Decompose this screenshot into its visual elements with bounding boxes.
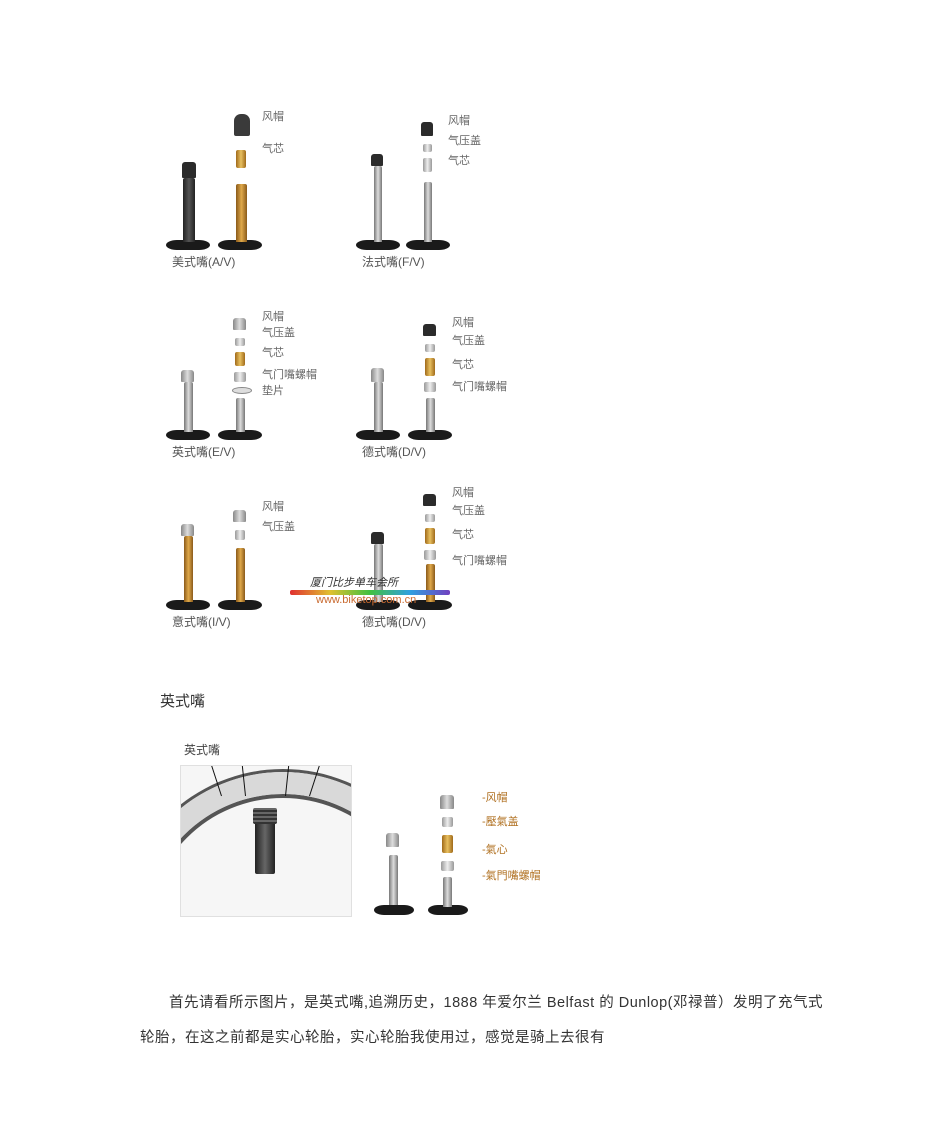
valve-stem-icon (443, 877, 452, 907)
part-label: 气芯 (448, 152, 470, 168)
valve-type-label: 英式嘴(E/V) (172, 443, 235, 460)
part-label: 气压盖 (448, 132, 481, 148)
part-label: 气芯 (262, 344, 284, 360)
valve-type-label: 意式嘴(I/V) (172, 613, 231, 630)
washer-icon (232, 387, 252, 394)
valve-core-icon (425, 358, 435, 376)
valve-type-label: 德式嘴(D/V) (362, 613, 426, 630)
wheel-closeup-icon (180, 765, 352, 917)
dust-cap-icon (233, 318, 246, 330)
part-label: -壓氣盖 (482, 813, 519, 829)
part-label: -氣門嘴螺帽 (482, 867, 541, 883)
part-label: 气压盖 (262, 324, 295, 340)
part-label: 风帽 (262, 498, 284, 514)
part-label: -风帽 (482, 789, 508, 805)
pressure-cap-icon (425, 514, 435, 522)
valve-cap-icon (182, 162, 196, 178)
document-page: 风帽 气芯 美式嘴(A/V) 风帽 气压盖 气芯 法式嘴(F/V) (0, 0, 945, 1123)
valve-core-icon (442, 835, 453, 853)
valve-dv: 风帽 气压盖 气芯 气门嘴螺帽 德式嘴(D/V) (356, 278, 526, 458)
valve-cap-icon (181, 524, 194, 536)
valve-stem-icon (184, 382, 193, 432)
lock-nut-icon (424, 550, 436, 560)
pressure-cap-icon (423, 144, 432, 152)
part-label: 气门嘴螺帽 (262, 366, 317, 382)
valve-stem-icon (424, 182, 432, 242)
part-label: 气门嘴螺帽 (452, 378, 507, 394)
valve-stem-icon (183, 178, 195, 242)
valve-stem-icon (389, 855, 398, 905)
section-title: 英式嘴 (160, 690, 835, 711)
valve-stem-icon (236, 398, 245, 432)
dust-cap-icon (423, 324, 436, 336)
valve-fv: 风帽 气压盖 气芯 法式嘴(F/V) (356, 88, 516, 268)
part-label: 气芯 (262, 140, 284, 156)
valve-stem-icon (374, 382, 383, 432)
valve-stem-icon (374, 166, 382, 242)
valve-cap-icon (371, 532, 384, 544)
lock-nut-icon (424, 382, 436, 392)
valve-stem-icon (426, 398, 435, 432)
valve-av: 风帽 气芯 美式嘴(A/V) (166, 88, 296, 268)
english-valve-detail: 英式嘴 -风帽 -壓氣盖 -氣心 -氣門嘴螺帽 (180, 741, 580, 931)
valve-type-label: 美式嘴(A/V) (172, 253, 235, 270)
lock-nut-icon (441, 861, 454, 871)
valve-assembled-icon (374, 849, 414, 909)
pressure-cap-icon (442, 817, 453, 827)
part-label: 风帽 (452, 314, 474, 330)
pressure-cap-icon (425, 344, 435, 352)
valve-core-icon (236, 150, 246, 168)
dust-cap-icon (233, 510, 246, 522)
dust-cap-icon (234, 114, 250, 136)
valve-cap-icon (371, 154, 383, 166)
valve-base-icon (374, 905, 414, 915)
part-label: 风帽 (262, 308, 284, 324)
dust-cap-icon (423, 494, 436, 506)
valve-cap-icon (386, 833, 399, 847)
pressure-cap-icon (235, 530, 245, 540)
part-label: 气门嘴螺帽 (452, 552, 507, 568)
pressure-cap-icon (235, 338, 245, 346)
valve-core-icon (423, 158, 432, 172)
valve-stem-icon (236, 548, 245, 602)
valve-stem-icon (236, 184, 247, 242)
part-label: 气压盖 (452, 502, 485, 518)
part-label: 风帽 (262, 108, 284, 124)
valve-type-label: 德式嘴(D/V) (362, 443, 426, 460)
watermark-text: 厦门比步单车会所 (310, 574, 398, 590)
dust-cap-icon (421, 122, 433, 136)
valve-stem-icon (184, 536, 193, 602)
valve-ev: 风帽 气压盖 气芯 气门嘴螺帽 垫片 英式嘴(E/V) (166, 278, 336, 458)
valve-overview-diagram: 风帽 气芯 美式嘴(A/V) 风帽 气压盖 气芯 法式嘴(F/V) (160, 80, 530, 630)
valve-stem-icon (426, 564, 435, 602)
valve-core-icon (235, 352, 245, 366)
part-label: 气芯 (452, 356, 474, 372)
part-label: 气压盖 (262, 518, 295, 534)
dust-cap-icon (440, 795, 454, 809)
part-label: 风帽 (452, 484, 474, 500)
part-label: 气压盖 (452, 332, 485, 348)
part-label: 风帽 (448, 112, 470, 128)
valve-on-rim-icon (255, 822, 275, 874)
valve-exploded-icon (428, 775, 478, 915)
detail-title: 英式嘴 (184, 741, 220, 758)
valve-core-icon (425, 528, 435, 544)
valve-iv: 风帽 气压盖 意式嘴(I/V) (166, 468, 336, 628)
part-label: -氣心 (482, 841, 508, 857)
body-paragraph: 首先请看所示图片，是英式嘴,追溯历史，1888 年爱尔兰 Belfast 的 D… (140, 986, 835, 1056)
part-label: 气芯 (452, 526, 474, 542)
part-label: 垫片 (262, 382, 284, 398)
lock-nut-icon (234, 372, 246, 382)
valve-type-label: 法式嘴(F/V) (362, 253, 425, 270)
valve-cap-icon (181, 370, 194, 382)
valve-cap-icon (371, 368, 384, 382)
watermark-url: www.biketop.com.cn (316, 594, 416, 606)
